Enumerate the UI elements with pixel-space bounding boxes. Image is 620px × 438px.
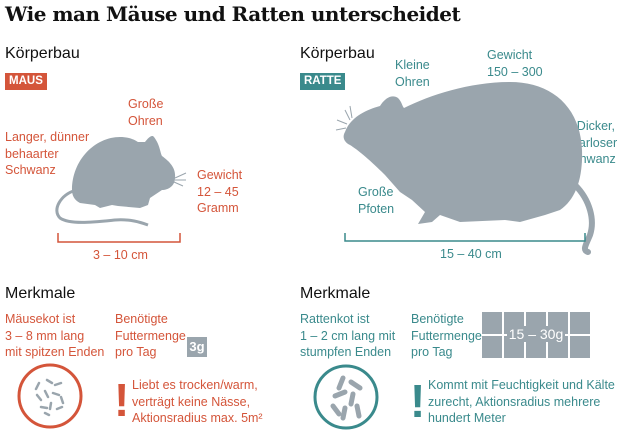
rat-note: Kommt mit Feuchtigkeit und Kälte zurecht,… xyxy=(428,378,615,425)
mouse-badge: MAUS xyxy=(5,73,47,90)
rat-droppings-icon xyxy=(313,364,379,430)
mouse-features-heading: Merkmale xyxy=(5,285,76,302)
mouse-droppings-text: Mäusekot ist 3 – 8 mm lang mit spitzen End… xyxy=(5,312,105,359)
mouse-length-label: 3 – 10 cm xyxy=(93,248,148,262)
mouse-food-amount: 3g xyxy=(187,337,207,357)
rat-paws-label: Große Pfoten xyxy=(358,185,395,216)
rat-exclamation-icon: ! xyxy=(410,375,426,427)
mouse-droppings-icon xyxy=(17,363,83,429)
rat-features-heading: Merkmale xyxy=(300,285,371,302)
mouse-ears-label: Große Ohren xyxy=(128,97,164,128)
mouse-weight-label: Gewicht 12 – 45 Gramm xyxy=(197,168,243,215)
mouse-note: Liebt es trocken/warm, verträgt keine Näs… xyxy=(132,378,263,425)
rat-food-amount-text: 15 – 30g xyxy=(506,326,566,342)
rat-body-heading: Körperbau xyxy=(300,45,375,62)
mouse-body-heading: Körperbau xyxy=(5,45,80,62)
mouse-food-text: Benötigte Futtermenge pro Tag xyxy=(115,312,186,359)
mouse-exclamation-icon: ! xyxy=(114,374,130,426)
rat-badge: RATTE xyxy=(300,73,346,90)
rat-droppings-text: Rattenkot ist 1 – 2 cm lang mit stumpfen E… xyxy=(300,312,396,359)
rat-food-text: Benötigte Futtermenge pro Tag xyxy=(411,312,482,359)
mouse-tail-label: Langer, dünner behaarter Schwanz xyxy=(5,130,90,177)
page-title: Wie man Mäuse und Ratten unterscheidet xyxy=(5,2,461,26)
rat-ears-label: Kleine Ohren xyxy=(395,58,430,89)
rat-food-amount: 15 – 30g xyxy=(482,324,590,344)
rat-length-label: 15 – 40 cm xyxy=(440,247,502,261)
